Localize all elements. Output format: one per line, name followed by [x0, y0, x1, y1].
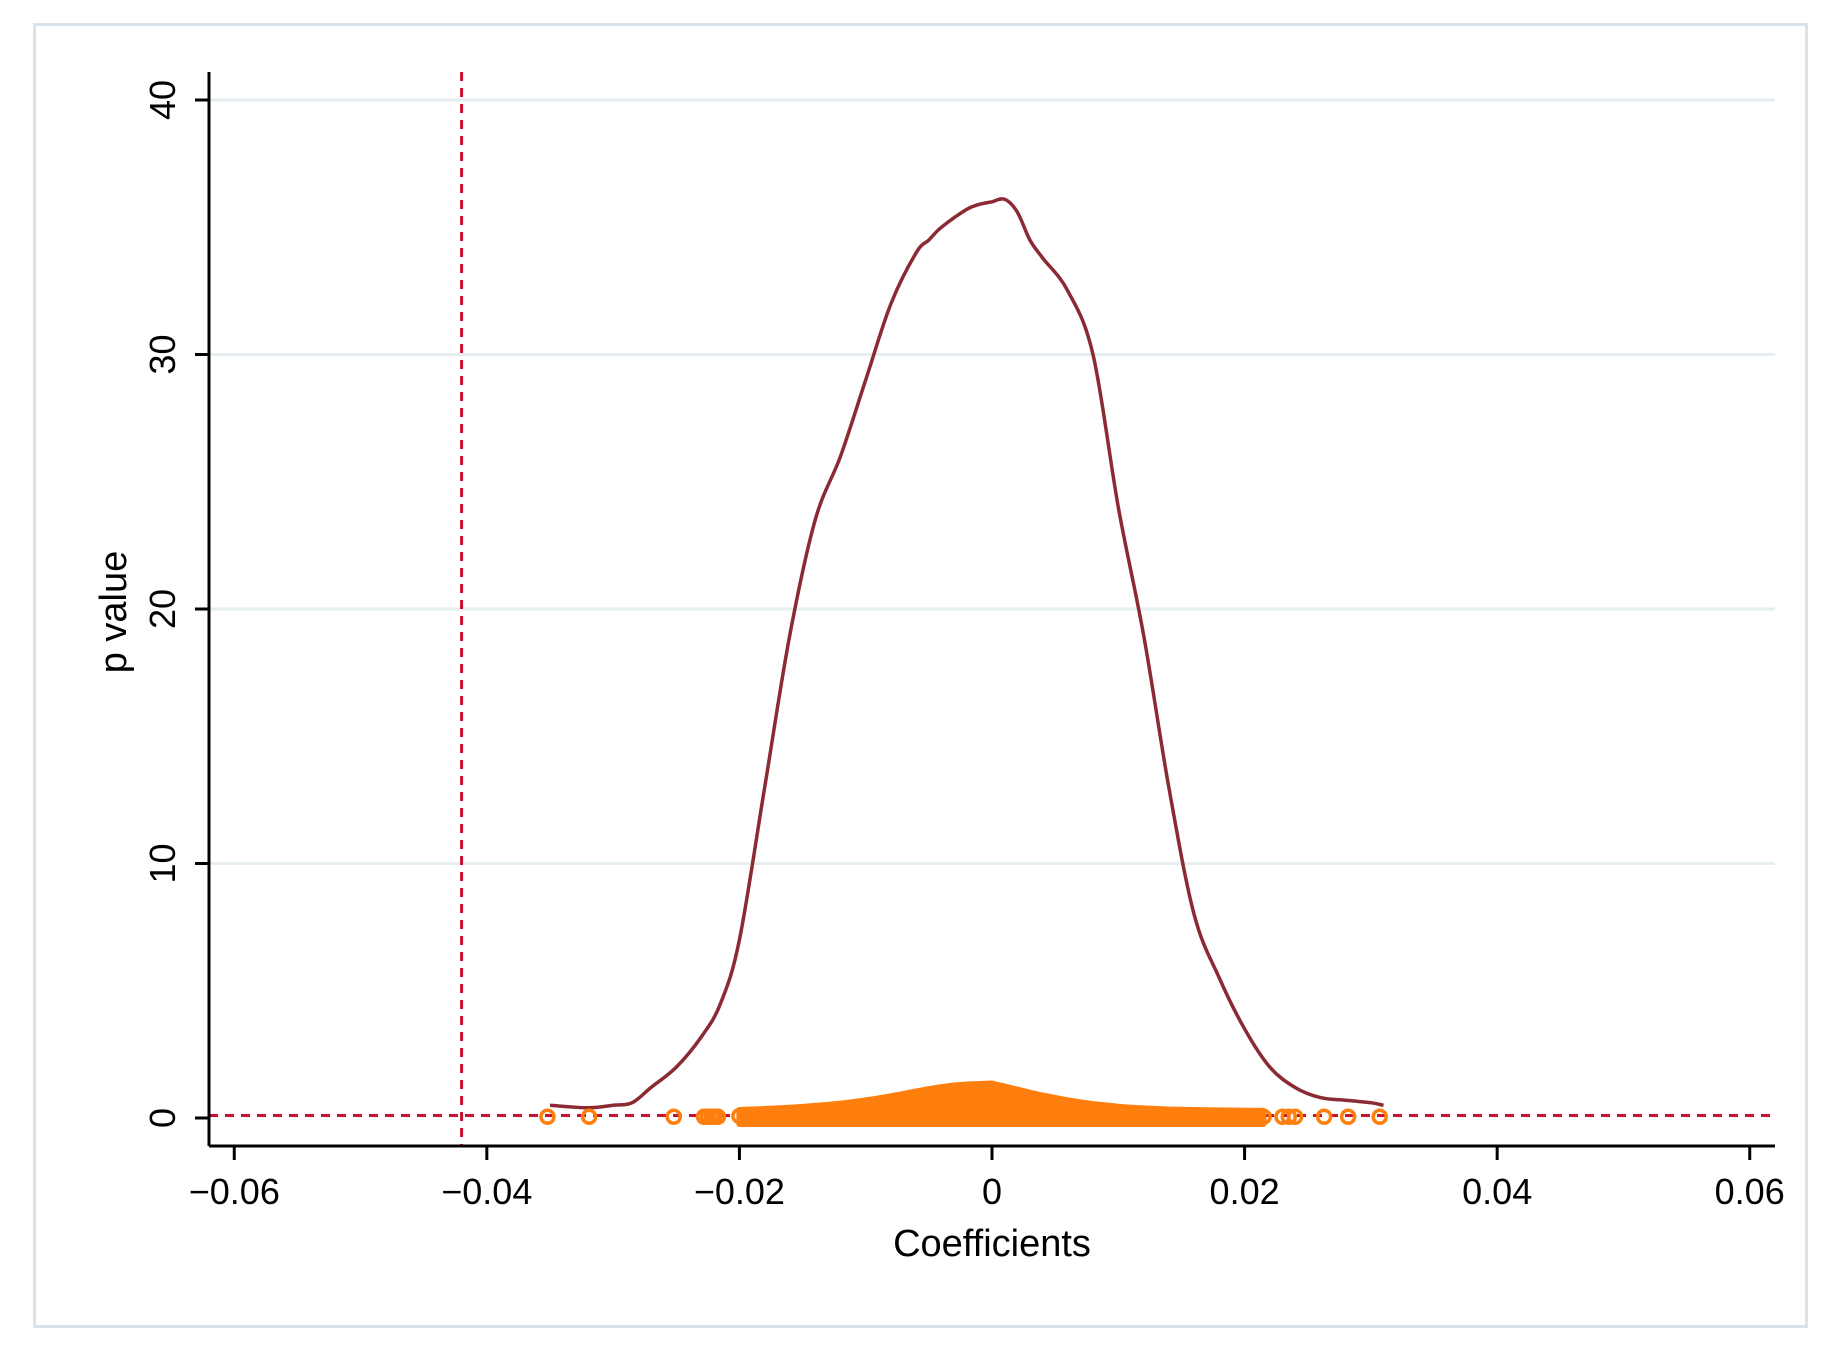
gridlines [209, 98, 1775, 866]
y-tick-label: 20 [142, 589, 183, 629]
y-tick-label: 0 [142, 1108, 183, 1128]
observation-point [580, 1108, 598, 1125]
density-curve-layer [549, 197, 1384, 1110]
observation-point [1339, 1108, 1357, 1125]
density-curve [549, 197, 1384, 1110]
observation-point [665, 1108, 682, 1125]
outer-frame [33, 23, 1808, 1328]
y-tick-label: 10 [142, 843, 183, 883]
observation-point [539, 1108, 556, 1125]
observation-point [1280, 1108, 1298, 1125]
observation-point [709, 1108, 727, 1125]
observation-point [1315, 1108, 1333, 1125]
y-tick-label: 40 [142, 80, 183, 120]
y-axis-title: p value [93, 551, 135, 674]
x-tick-label: 0.06 [1715, 1171, 1785, 1212]
x-tick-label: −0.04 [441, 1171, 532, 1212]
x-tick-label: 0.04 [1462, 1171, 1532, 1212]
observation-point [1255, 1108, 1272, 1125]
x-axis-title: Coefficients [893, 1223, 1091, 1265]
observation-point [1286, 1108, 1304, 1125]
tick-labels: 0 10 20 30 40 −0.06 −0.04 −0.02 0 0.02 0.04 0.06 [142, 80, 1785, 1212]
observation-points [539, 1080, 1388, 1127]
reference-lines [209, 72, 1775, 1146]
axes [195, 72, 1775, 1160]
x-tick-label: 0.02 [1210, 1171, 1280, 1212]
x-tick-label: −0.06 [189, 1171, 280, 1212]
x-tick-label: −0.02 [694, 1171, 785, 1212]
x-tick-label: 0 [982, 1171, 1002, 1212]
observation-point [1248, 1108, 1266, 1125]
observation-point [1371, 1108, 1388, 1125]
y-tick-label: 30 [142, 334, 183, 374]
